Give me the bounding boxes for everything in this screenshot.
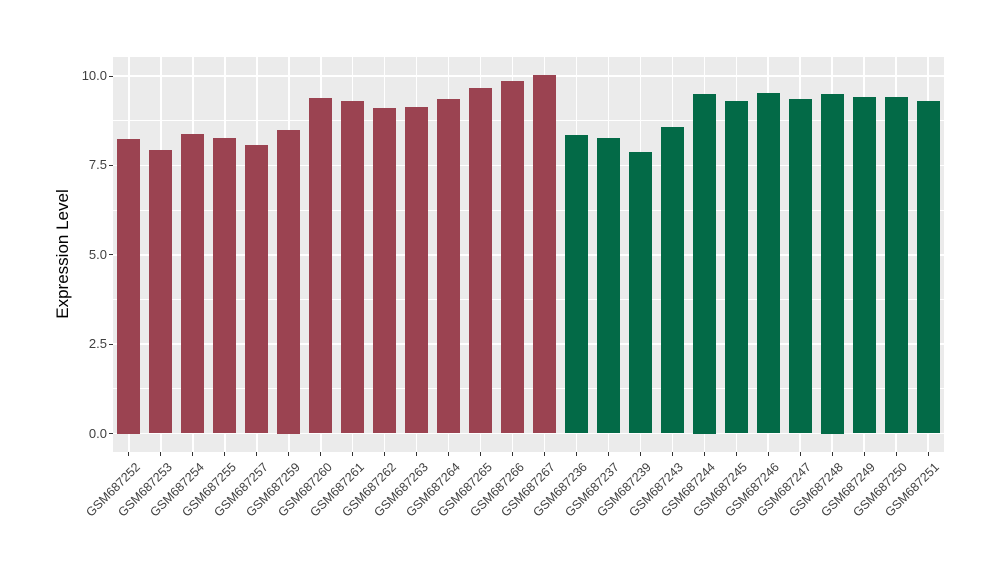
x-tick-mark xyxy=(128,452,130,456)
x-tick-mark xyxy=(607,452,609,456)
bar-GSM687252 xyxy=(117,138,141,434)
x-tick-mark xyxy=(192,452,194,456)
y-tick-label: 2.5 xyxy=(88,336,107,352)
bar-GSM687237 xyxy=(596,137,620,434)
minor-gridline xyxy=(113,120,944,122)
x-tick-mark xyxy=(256,452,258,456)
x-tick-mark xyxy=(480,452,482,456)
y-tick-mark xyxy=(109,254,113,256)
bar-GSM687264 xyxy=(437,98,461,434)
bar-GSM687248 xyxy=(820,93,844,434)
bar-GSM687254 xyxy=(181,133,205,434)
bar-GSM687246 xyxy=(756,93,780,434)
major-gridline xyxy=(113,164,944,167)
bar-GSM687251 xyxy=(916,101,940,434)
x-tick-mark xyxy=(831,452,833,456)
bar-GSM687249 xyxy=(852,96,876,434)
x-tick-mark xyxy=(703,452,705,456)
bar-GSM687266 xyxy=(501,81,525,434)
bar-GSM687262 xyxy=(373,108,397,434)
bar-GSM687245 xyxy=(724,100,748,434)
x-tick-mark xyxy=(288,452,290,456)
bar-GSM687236 xyxy=(564,134,588,434)
bar-GSM687259 xyxy=(277,129,301,434)
bar-GSM687247 xyxy=(788,99,812,434)
bar-GSM687265 xyxy=(469,88,493,434)
bar-GSM687239 xyxy=(628,152,652,434)
bar-GSM687261 xyxy=(341,101,365,434)
minor-gridline xyxy=(113,298,944,300)
x-tick-mark xyxy=(863,452,865,456)
y-tick-mark xyxy=(109,164,113,166)
major-gridline xyxy=(113,254,944,256)
minor-gridline xyxy=(113,209,944,211)
bar-GSM687257 xyxy=(245,144,269,434)
major-gridline xyxy=(113,432,944,435)
bar-GSM687253 xyxy=(149,150,173,434)
x-tick-mark xyxy=(927,452,929,456)
y-tick-mark xyxy=(109,433,113,434)
y-tick-label: 5.0 xyxy=(88,246,107,262)
x-tick-mark xyxy=(224,452,226,456)
x-tick-mark xyxy=(735,452,737,456)
plot-panel xyxy=(113,57,944,452)
y-tick-mark xyxy=(109,343,113,345)
bar-GSM687263 xyxy=(405,107,429,434)
x-tick-mark xyxy=(543,452,545,456)
x-tick-mark xyxy=(767,452,769,456)
y-tick-mark xyxy=(109,75,113,77)
y-tick-label: 7.5 xyxy=(88,157,107,173)
x-tick-mark xyxy=(799,452,801,456)
bar-GSM687260 xyxy=(309,98,333,434)
bar-GSM687250 xyxy=(884,97,908,434)
x-tick-mark xyxy=(448,452,450,456)
x-tick-mark xyxy=(320,452,322,456)
major-gridline xyxy=(113,75,944,77)
x-tick-mark xyxy=(575,452,577,456)
bar-GSM687244 xyxy=(692,93,716,434)
x-tick-mark xyxy=(671,452,673,456)
bar-GSM687243 xyxy=(660,126,684,434)
x-tick-mark xyxy=(512,452,514,456)
major-gridline xyxy=(113,343,944,345)
x-tick-mark xyxy=(384,452,386,456)
x-tick-mark xyxy=(639,452,641,456)
y-tick-label: 0.0 xyxy=(88,425,107,441)
bar-GSM687267 xyxy=(532,74,556,434)
y-tick-label: 10.0 xyxy=(81,68,107,83)
x-tick-mark xyxy=(352,452,354,456)
x-tick-mark xyxy=(160,452,162,456)
minor-gridline xyxy=(113,388,944,390)
x-tick-mark xyxy=(895,452,897,456)
x-tick-mark xyxy=(416,452,418,456)
bar-GSM687255 xyxy=(213,137,237,434)
